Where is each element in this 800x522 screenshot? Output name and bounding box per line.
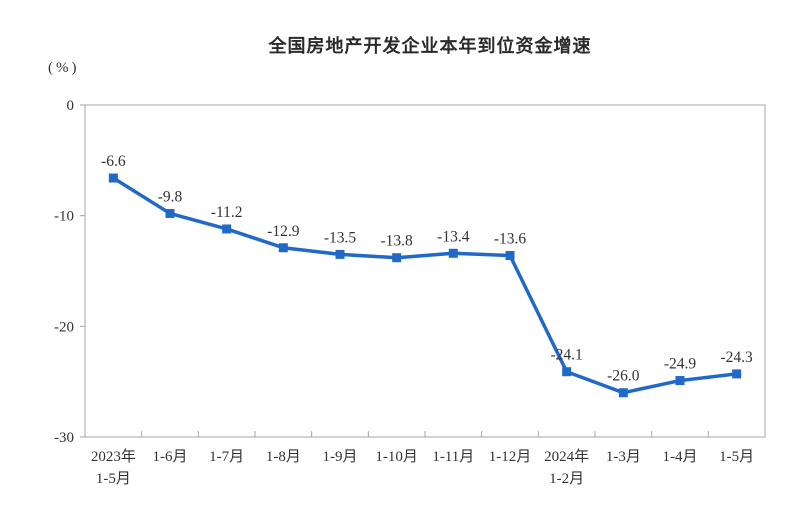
x-axis-category-label: 1-2月: [549, 471, 584, 487]
data-point-label: -13.5: [324, 229, 357, 246]
x-axis-category-label: 1-3月: [606, 449, 641, 465]
data-point-marker: [222, 224, 232, 234]
data-point-marker: [165, 208, 175, 218]
plot-border: [84, 104, 766, 438]
x-axis-category-label: 2024年: [544, 448, 589, 465]
data-point-marker: [108, 173, 118, 183]
data-point-marker: [675, 376, 685, 386]
data-point-marker: [448, 248, 458, 258]
data-point-label: -24.9: [664, 356, 697, 373]
y-axis-tick-label: 0: [67, 98, 75, 114]
data-point-marker: [732, 369, 742, 379]
data-point-label: -9.8: [158, 188, 183, 205]
x-axis-category-label: 1-10月: [375, 449, 418, 465]
data-point-marker: [392, 253, 402, 263]
y-axis-tick-label: -20: [54, 319, 74, 335]
chart-title: 全国房地产开发企业本年到位资金增速: [268, 36, 592, 56]
x-axis-category-label: 1-5月: [96, 471, 131, 487]
y-axis-tick-label: -30: [54, 430, 74, 446]
x-axis-category-label: 1-11月: [432, 449, 474, 465]
data-point-label: -13.4: [437, 228, 470, 245]
x-axis-category-label: 1-7月: [209, 449, 244, 465]
y-axis-unit-label: (%): [48, 60, 80, 76]
data-point-label: -11.2: [211, 204, 243, 221]
x-axis-category-label: 1-9月: [323, 449, 358, 465]
data-point-label: -6.6: [101, 153, 126, 170]
x-axis-category-label: 1-8月: [266, 449, 301, 465]
x-axis-category-label: 1-4月: [663, 449, 698, 465]
data-point-marker: [618, 388, 628, 398]
x-axis-category-label: 1-12月: [489, 449, 532, 465]
y-axis-tick-label: -10: [54, 209, 74, 225]
data-point-marker: [335, 249, 345, 259]
x-axis-category-label: 1-5月: [719, 449, 754, 465]
data-series-line: [111, 176, 739, 395]
data-point-marker: [278, 243, 288, 253]
data-point-label: -24.3: [721, 349, 754, 366]
data-point-marker: [562, 367, 572, 377]
x-axis-category-label: 2023年: [91, 448, 136, 465]
data-point-label: -24.1: [551, 347, 583, 364]
data-point-marker: [505, 251, 515, 261]
data-point-label: -26.0: [607, 368, 640, 385]
x-axis-category-label: 1-6月: [153, 449, 188, 465]
data-point-label: -13.8: [381, 233, 414, 250]
data-point-label: -13.6: [494, 231, 527, 248]
data-point-label: -12.9: [267, 223, 300, 240]
